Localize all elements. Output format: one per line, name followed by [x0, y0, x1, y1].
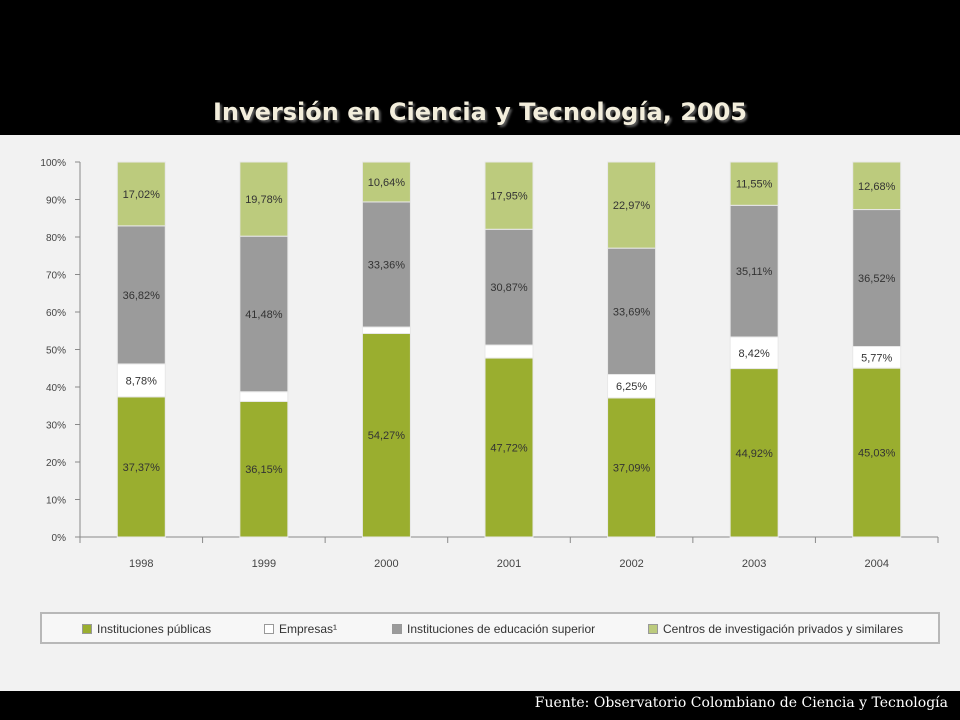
slide-title: Inversión en Ciencia y Tecnología, 2005 — [213, 98, 747, 126]
data-label: 8,78% — [126, 375, 157, 387]
y-tick-label: 0% — [52, 533, 67, 544]
bar-segment — [729, 204, 779, 338]
data-label: 17,95% — [490, 191, 528, 203]
data-label: 36,82% — [123, 290, 161, 302]
legend-label-empresas: Empresas¹ — [279, 622, 338, 636]
bar-segment — [484, 344, 534, 359]
bar-segment — [852, 367, 902, 538]
legend-label-publicas: Instituciones públicas — [97, 622, 212, 636]
y-tick-label: 100% — [40, 158, 66, 169]
legend-item-centros: Centros de investigación privados y simi… — [648, 621, 903, 637]
legend-swatch-centros — [648, 624, 658, 634]
y-tick-label: 40% — [46, 383, 66, 394]
bar-segment — [361, 201, 411, 328]
x-tick-label: 1999 — [252, 558, 276, 570]
y-tick-label: 20% — [46, 458, 66, 469]
x-tick-label: 2004 — [864, 558, 888, 570]
bar-segment — [116, 396, 166, 538]
data-label: 33,69% — [613, 306, 651, 318]
legend-item-empresas: Empresas¹ — [264, 621, 337, 637]
data-label: 17,02% — [123, 189, 161, 201]
legend-item-publicas: Instituciones públicas — [82, 621, 211, 637]
data-label: 6,25% — [616, 381, 647, 393]
data-label: 36,52% — [858, 273, 896, 285]
bar-segment — [239, 235, 289, 393]
legend-label-educacion: Instituciones de educación superior — [407, 622, 596, 636]
bar-segment — [239, 400, 289, 538]
data-label: 35,11% — [736, 266, 773, 278]
bar-segment — [484, 161, 534, 230]
y-tick-label: 50% — [46, 346, 66, 357]
bar-segment — [729, 161, 779, 206]
source-note: Fuente: Observatorio Colombiano de Cienc… — [534, 695, 948, 711]
x-tick-label: 1998 — [129, 558, 153, 570]
legend-swatch-publicas — [82, 624, 92, 634]
y-tick-label: 80% — [46, 233, 66, 244]
chart-panel: 0% 10% 20% 30% 40% 50% 60% 70% 80% 90% 100% 1998 199… — [0, 135, 960, 691]
data-label: 41,48% — [245, 309, 283, 321]
data-label: 33,36% — [368, 259, 406, 271]
stacked-bar-chart: 0% 10% 20% 30% 40% 50% 60% 70% 80% 90% 100% 1998 199… — [40, 158, 939, 570]
data-label: 47,72% — [490, 443, 528, 455]
bar-segment — [607, 397, 657, 538]
y-tick-label: 90% — [46, 196, 66, 207]
x-tick-label: 2001 — [497, 558, 521, 570]
bar-segment — [361, 161, 411, 203]
bar-segment — [239, 391, 289, 402]
y-tick-label: 60% — [46, 308, 66, 319]
data-label: 11,55% — [736, 179, 773, 191]
y-tick-label: 10% — [46, 496, 66, 507]
bar-segment — [729, 368, 779, 538]
data-label: 8,42% — [739, 348, 770, 360]
x-tick-label: 2003 — [742, 558, 766, 570]
data-label: 19,78% — [245, 194, 283, 206]
data-label: 5,77% — [861, 352, 892, 364]
y-tick-label: 30% — [46, 421, 66, 432]
y-tick-label: 70% — [46, 271, 66, 282]
data-label: 10,64% — [368, 177, 406, 189]
bar-segment — [484, 228, 534, 346]
legend-label-centros: Centros de investigación privados y simi… — [663, 622, 904, 636]
data-label: 36,15% — [245, 464, 283, 476]
data-label: 44,92% — [735, 448, 773, 460]
chart-legend: Instituciones públicas Empresas¹ Institu… — [40, 612, 940, 644]
legend-item-educacion: Instituciones de educación superior — [392, 621, 595, 637]
bar-segment — [361, 332, 411, 538]
x-tick-label: 2000 — [374, 558, 398, 570]
data-label: 30,87% — [490, 282, 528, 294]
bar-segment — [607, 161, 657, 249]
legend-swatch-educacion — [392, 624, 402, 634]
bar-segment — [116, 161, 166, 227]
data-label: 54,27% — [368, 430, 406, 442]
bar-segment — [852, 209, 902, 347]
data-label: 37,37% — [123, 462, 161, 474]
bar-segment — [239, 161, 289, 237]
data-label: 12,68% — [858, 181, 896, 193]
bar-segment — [484, 357, 534, 538]
bar-segment — [116, 363, 166, 398]
bar-segment — [852, 161, 902, 211]
data-label: 37,09% — [613, 462, 651, 474]
data-label: 22,97% — [613, 200, 651, 212]
bar-segment — [607, 247, 657, 375]
legend-swatch-empresas — [264, 624, 274, 634]
data-label: 45,03% — [858, 448, 896, 460]
x-tick-label: 2002 — [619, 558, 643, 570]
